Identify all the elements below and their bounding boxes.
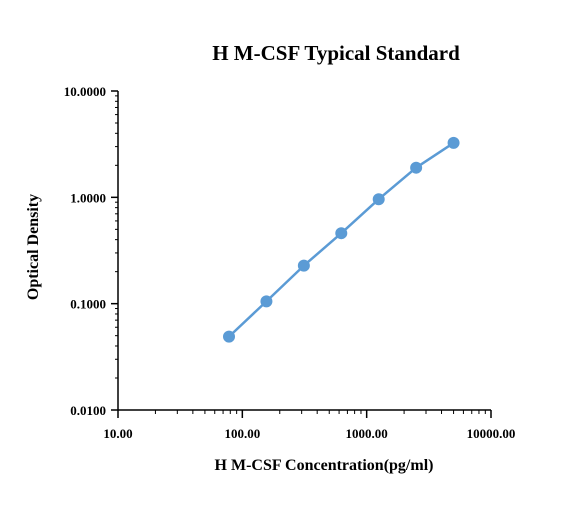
series-layer xyxy=(223,136,460,343)
data-point xyxy=(223,330,236,343)
data-point xyxy=(335,227,348,240)
axes: 0.0100 0.1000 1.0000 10.0000 10.00 100.00 1000… xyxy=(64,84,516,441)
data-point xyxy=(447,136,460,149)
y-tick-label: 0.0100 xyxy=(70,403,106,418)
x-tick-label: 1000.00 xyxy=(346,426,388,441)
y-tick-label: 0.1000 xyxy=(70,297,106,312)
x-tick-label: 100.00 xyxy=(224,426,260,441)
data-point xyxy=(297,259,310,272)
data-point xyxy=(260,295,273,308)
y-tick-label: 10.0000 xyxy=(64,84,106,99)
x-tick-label: 10.00 xyxy=(103,426,132,441)
x-tick-label: 10000.00 xyxy=(467,426,516,441)
data-point xyxy=(410,161,423,174)
y-axis-label: Optical Density xyxy=(25,194,42,300)
chart-title: H M-CSF Typical Standard xyxy=(212,41,460,65)
y-tick-label: 1.0000 xyxy=(70,190,106,205)
x-axis-label: H M-CSF Concentration(pg/ml) xyxy=(215,457,434,474)
data-point xyxy=(372,193,385,206)
